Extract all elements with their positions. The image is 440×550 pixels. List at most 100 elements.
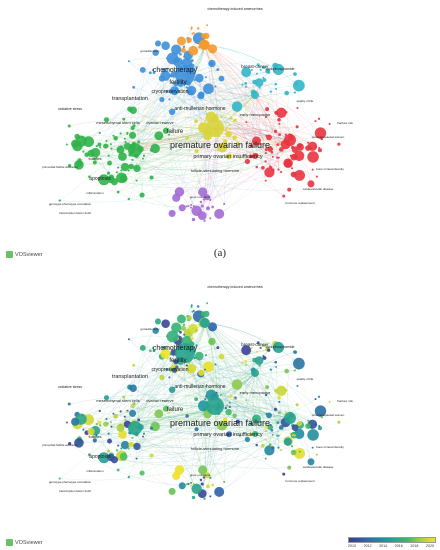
network-node[interactable]: [218, 353, 225, 360]
network-node[interactable]: [137, 140, 141, 144]
network-node[interactable]: [294, 169, 306, 181]
network-node[interactable]: [206, 206, 210, 211]
network-node[interactable]: [311, 168, 314, 171]
network-node[interactable]: [232, 119, 236, 123]
network-node[interactable]: [190, 481, 193, 484]
network-node[interactable]: [241, 67, 252, 78]
network-node[interactable]: [95, 434, 98, 437]
network-node[interactable]: [129, 106, 137, 114]
network-node[interactable]: [293, 72, 297, 76]
network-node[interactable]: [129, 409, 137, 417]
network-node[interactable]: [65, 143, 68, 146]
network-node[interactable]: [307, 429, 319, 441]
network-node[interactable]: [204, 354, 207, 357]
network-node[interactable]: [191, 32, 194, 35]
network-node[interactable]: [71, 417, 80, 426]
network-node[interactable]: [277, 168, 280, 171]
network-node[interactable]: [276, 385, 287, 397]
network-node[interactable]: [232, 397, 236, 401]
network-node[interactable]: [189, 206, 192, 209]
network-node[interactable]: [120, 447, 123, 450]
network-node[interactable]: [112, 412, 115, 415]
network-node[interactable]: [190, 27, 193, 30]
network-node[interactable]: [116, 148, 120, 151]
network-node[interactable]: [305, 423, 311, 429]
network-node[interactable]: [250, 347, 253, 350]
network-node[interactable]: [244, 436, 251, 443]
network-node[interactable]: [277, 446, 280, 449]
network-node[interactable]: [194, 149, 199, 154]
network-node[interactable]: [182, 323, 186, 326]
network-node[interactable]: [198, 91, 205, 98]
network-node[interactable]: [128, 441, 135, 448]
network-node[interactable]: [218, 143, 221, 146]
network-node[interactable]: [190, 305, 193, 308]
network-node[interactable]: [116, 423, 125, 432]
network-node[interactable]: [280, 171, 283, 174]
network-node[interactable]: [337, 420, 341, 424]
network-node[interactable]: [222, 139, 228, 144]
network-node[interactable]: [318, 146, 321, 149]
network-node[interactable]: [194, 397, 199, 401]
network-node[interactable]: [154, 131, 164, 141]
network-node[interactable]: [264, 115, 268, 119]
network-node[interactable]: [258, 86, 261, 89]
network-node[interactable]: [95, 145, 98, 148]
network-node[interactable]: [198, 465, 208, 475]
network-node[interactable]: [277, 396, 281, 400]
network-node[interactable]: [116, 190, 120, 194]
network-node[interactable]: [119, 452, 128, 461]
network-node[interactable]: [216, 68, 220, 72]
network-node[interactable]: [261, 343, 266, 347]
network-node[interactable]: [107, 432, 110, 435]
network-node[interactable]: [127, 169, 130, 172]
network-node[interactable]: [74, 437, 84, 448]
network-node[interactable]: [139, 470, 145, 476]
network-node[interactable]: [97, 420, 102, 425]
network-node[interactable]: [154, 318, 162, 325]
network-node[interactable]: [194, 119, 199, 123]
network-node[interactable]: [266, 134, 272, 141]
network-node[interactable]: [276, 156, 279, 159]
network-node[interactable]: [148, 349, 152, 353]
network-node[interactable]: [123, 415, 126, 418]
network-node[interactable]: [120, 440, 130, 450]
network-node[interactable]: [271, 433, 274, 436]
network-node[interactable]: [168, 209, 176, 217]
network-node[interactable]: [186, 315, 192, 321]
network-node[interactable]: [259, 346, 262, 349]
network-node[interactable]: [214, 363, 217, 366]
network-node[interactable]: [241, 345, 252, 356]
network-node[interactable]: [133, 442, 141, 451]
network-node[interactable]: [120, 169, 123, 172]
network-node[interactable]: [200, 40, 210, 50]
network-node[interactable]: [293, 350, 297, 354]
network-node[interactable]: [127, 447, 130, 450]
network-node[interactable]: [269, 146, 272, 149]
network-node[interactable]: [307, 141, 310, 144]
network-node[interactable]: [291, 445, 294, 448]
network-node[interactable]: [314, 127, 327, 139]
network-node[interactable]: [172, 471, 181, 480]
network-node[interactable]: [67, 402, 71, 406]
network-node[interactable]: [168, 487, 176, 495]
network-node[interactable]: [188, 45, 199, 56]
network-node[interactable]: [269, 90, 273, 93]
network-node[interactable]: [318, 424, 321, 427]
network-node[interactable]: [175, 65, 195, 85]
network-node[interactable]: [87, 149, 95, 158]
network-node[interactable]: [284, 411, 287, 414]
network-node[interactable]: [307, 458, 315, 466]
network-node[interactable]: [206, 24, 209, 27]
network-node[interactable]: [119, 410, 122, 413]
network-node[interactable]: [191, 495, 196, 500]
network-node[interactable]: [65, 421, 68, 424]
network-node[interactable]: [214, 486, 225, 497]
network-node[interactable]: [254, 78, 264, 87]
network-node[interactable]: [201, 311, 207, 317]
network-node[interactable]: [110, 147, 113, 150]
network-node[interactable]: [127, 60, 130, 63]
network-node[interactable]: [175, 365, 179, 369]
network-node[interactable]: [173, 81, 179, 87]
network-node[interactable]: [82, 150, 85, 153]
